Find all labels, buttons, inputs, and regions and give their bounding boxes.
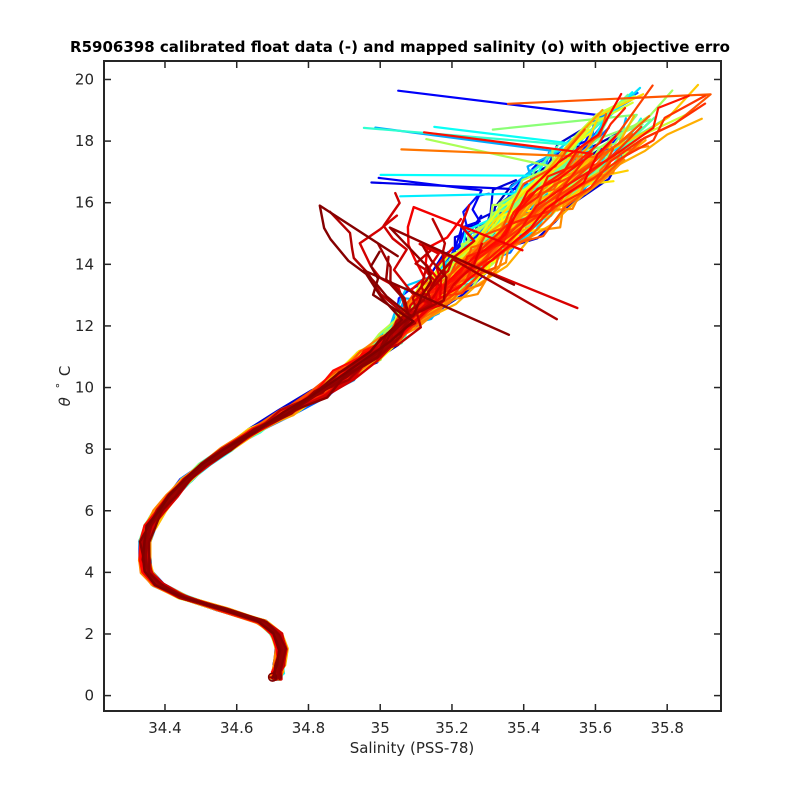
y-axis-label: θ ° C xyxy=(50,366,74,407)
y-axis-label-symbol: θ xyxy=(56,397,74,406)
y-tick-label: 6 xyxy=(84,502,94,520)
y-tick-label: 2 xyxy=(84,625,94,643)
chart-title: R5906398 calibrated float data (-) and m… xyxy=(70,38,730,56)
y-tick-label: 4 xyxy=(84,563,94,581)
x-tick-label: 35 xyxy=(371,719,390,737)
plot-frame xyxy=(103,60,722,712)
x-tick-label: 35.4 xyxy=(507,719,540,737)
y-tick-label: 16 xyxy=(75,194,94,212)
y-tick-label: 12 xyxy=(75,317,94,335)
profile-line xyxy=(141,250,415,680)
x-tick-label: 34.8 xyxy=(292,719,325,737)
y-axis-label-degree: ° xyxy=(54,383,67,389)
y-tick-label: 10 xyxy=(75,379,94,397)
x-axis-label: Salinity (PSS-78) xyxy=(350,739,475,757)
profile-line xyxy=(147,269,511,679)
x-tick-label: 35.8 xyxy=(650,719,683,737)
mapped-salinity-markers xyxy=(267,672,278,682)
x-tick-label: 34.6 xyxy=(220,719,253,737)
y-tick-label: 18 xyxy=(75,132,94,150)
mapped-salinity-marker xyxy=(267,672,278,682)
x-tick-label: 35.2 xyxy=(435,719,468,737)
y-tick-label: 20 xyxy=(75,70,94,88)
axis-ticks: 34.4 34.6 34.8 35 35.2 35.4 35.6 35.8 0 2 4 6 8 10 12 1… xyxy=(75,61,721,737)
x-tick-label: 34.4 xyxy=(148,719,181,737)
y-tick-label: 14 xyxy=(75,255,94,273)
y-axis-label-unit: C xyxy=(56,366,74,376)
y-tick-label: 8 xyxy=(84,440,94,458)
x-tick-label: 35.6 xyxy=(579,719,612,737)
profile-lines xyxy=(137,83,712,681)
y-tick-label: 0 xyxy=(84,687,94,705)
